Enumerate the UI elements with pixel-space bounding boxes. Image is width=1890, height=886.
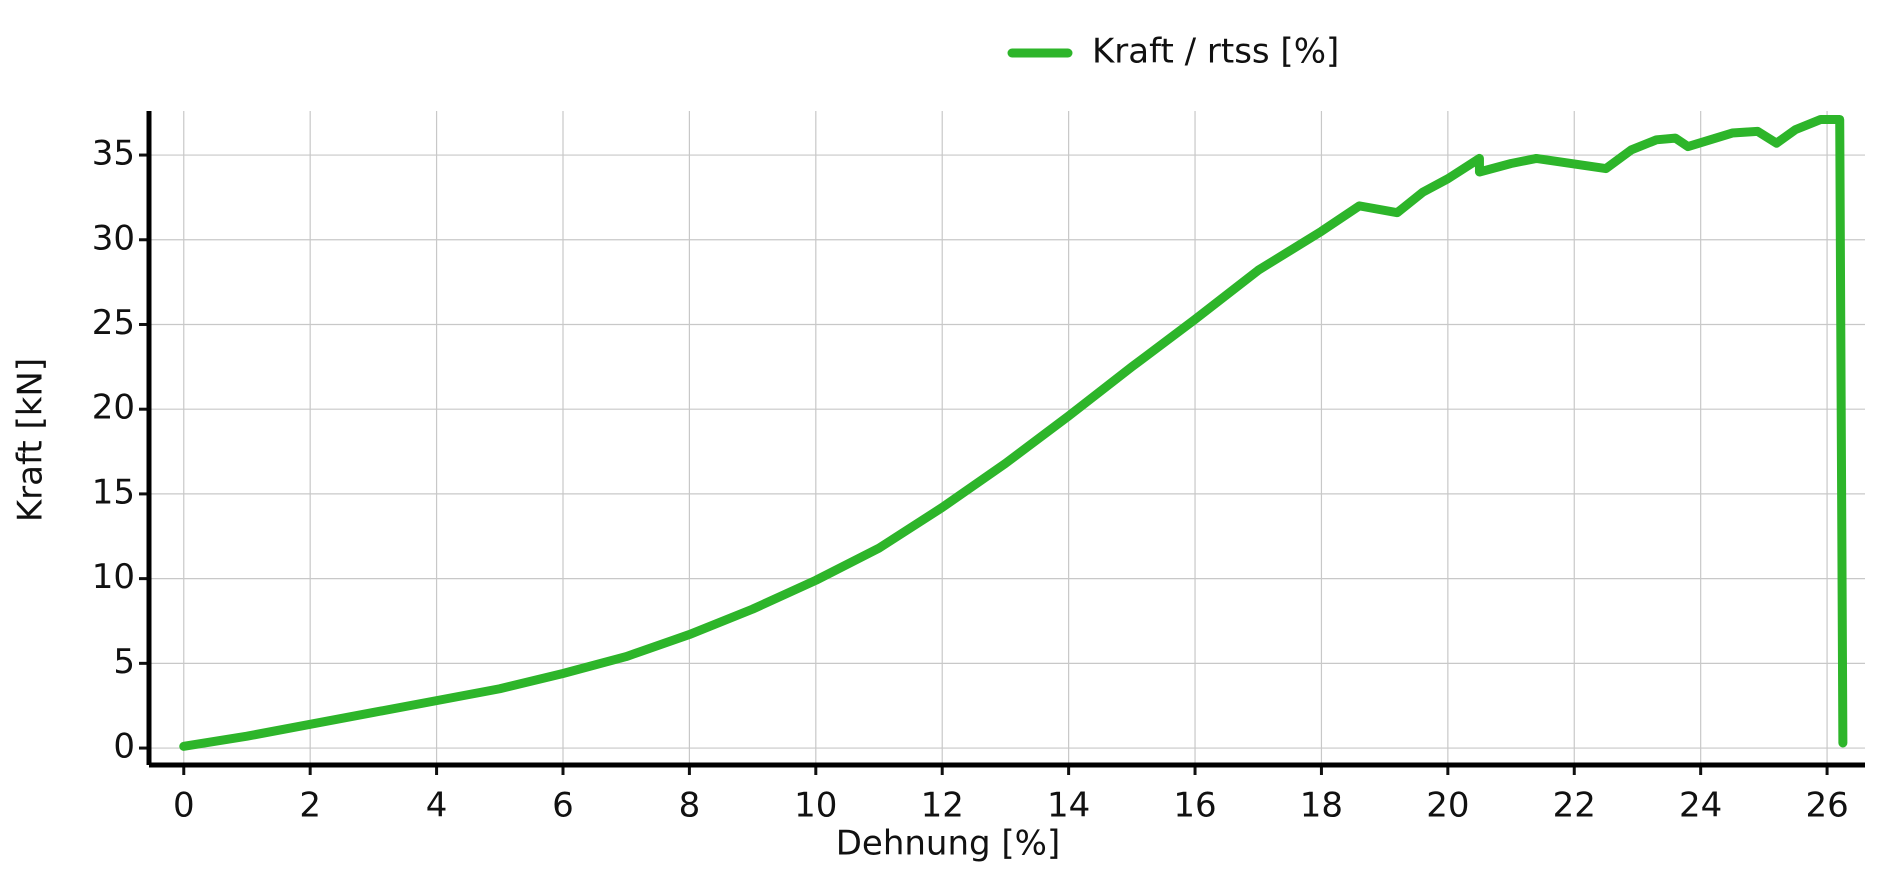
x-tick-label: 14 bbox=[1047, 786, 1090, 826]
x-tick-label: 10 bbox=[794, 786, 837, 826]
x-tick-label: 18 bbox=[1300, 786, 1343, 826]
x-tick-label: 20 bbox=[1426, 786, 1469, 826]
y-tick-label: 25 bbox=[92, 303, 135, 343]
y-tick-label: 20 bbox=[92, 388, 135, 428]
x-axis-label: Dehnung [%] bbox=[836, 824, 1061, 864]
x-tick-label: 22 bbox=[1553, 786, 1596, 826]
y-tick-label: 5 bbox=[113, 642, 135, 682]
x-tick-label: 24 bbox=[1679, 786, 1722, 826]
y-tick-label: 0 bbox=[113, 727, 135, 767]
x-tick-label: 2 bbox=[299, 786, 321, 826]
x-tick-label: 8 bbox=[679, 786, 701, 826]
legend-label: Kraft / rtss [%] bbox=[1092, 32, 1339, 72]
y-tick-label: 15 bbox=[92, 472, 135, 512]
y-axis-label: Kraft [kN] bbox=[11, 358, 51, 522]
x-tick-label: 26 bbox=[1805, 786, 1848, 826]
x-tick-label: 16 bbox=[1173, 786, 1216, 826]
y-tick-label: 35 bbox=[92, 134, 135, 174]
x-tick-label: 6 bbox=[552, 786, 574, 826]
y-tick-label: 30 bbox=[92, 218, 135, 258]
x-tick-label: 12 bbox=[921, 786, 964, 826]
x-tick-label: 4 bbox=[426, 786, 448, 826]
y-tick-label: 10 bbox=[92, 557, 135, 597]
data-line bbox=[179, 114, 1848, 751]
x-tick-label: 0 bbox=[173, 786, 195, 826]
